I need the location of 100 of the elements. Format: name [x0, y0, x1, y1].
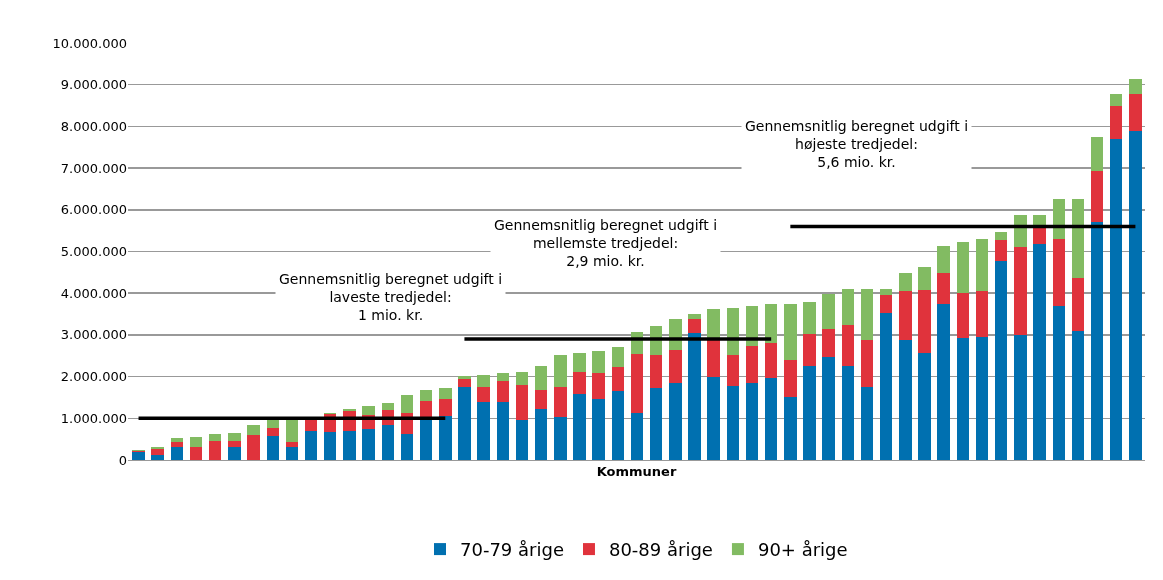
- bar: [554, 354, 567, 388]
- bar: [879, 289, 893, 296]
- bar: [209, 434, 222, 441]
- bar: [707, 339, 720, 378]
- bar: [860, 386, 874, 460]
- annotation: Gennemsnitlig beregnet udgift i mellemste tredjedel: 2,9 mio. kr.: [494, 217, 718, 270]
- bar: [649, 355, 663, 388]
- bar: [170, 442, 184, 447]
- annotation: Gennemsnitlig beregnet udgift i laveste tredjedel: 1 mio. kr.: [279, 271, 503, 324]
- bar: [439, 416, 452, 460]
- bar: [899, 291, 912, 340]
- bar: [1014, 335, 1027, 460]
- bar: [956, 338, 970, 460]
- bar: [477, 374, 490, 388]
- bar: [975, 238, 989, 292]
- y-tick-label: 6.000.000: [60, 202, 127, 218]
- bar: [1014, 246, 1027, 336]
- bar: [611, 367, 625, 392]
- bar: [247, 434, 260, 460]
- bar: [688, 314, 701, 320]
- bar: [649, 387, 663, 460]
- bar: [515, 371, 529, 385]
- bar: [1129, 130, 1142, 460]
- bar: [419, 389, 433, 401]
- bar: [534, 408, 548, 460]
- bar: [899, 339, 912, 460]
- bar: [669, 383, 682, 460]
- bar: [285, 447, 299, 460]
- bar: [803, 365, 816, 460]
- bar: [592, 399, 605, 460]
- bar: [266, 428, 279, 437]
- bar: [688, 319, 701, 333]
- bar: [458, 379, 471, 387]
- bar: [726, 354, 740, 387]
- bar: [784, 359, 797, 398]
- bar: [419, 418, 433, 460]
- bar: [1071, 330, 1085, 460]
- bar: [918, 290, 931, 354]
- bar: [1052, 238, 1065, 306]
- bar: [1110, 139, 1123, 460]
- bar: [381, 424, 394, 460]
- bar: [1014, 215, 1027, 247]
- bar: [1033, 244, 1046, 460]
- y-tick-label: 4.000.000: [60, 285, 127, 301]
- bar: [611, 391, 625, 460]
- bar: [228, 440, 241, 447]
- annotation: Gennemsnitlig beregnet udgift i højeste tredjedel: 5,6 mio. kr.: [745, 118, 969, 171]
- bar: [132, 452, 145, 460]
- bar: [707, 377, 720, 460]
- bar: [1110, 93, 1123, 107]
- bar: [266, 436, 279, 460]
- y-tick-label: 1.000.000: [60, 410, 127, 426]
- bar: [400, 434, 414, 460]
- bar: [458, 376, 471, 380]
- bar: [439, 388, 452, 400]
- bar: [688, 332, 701, 460]
- bar: [362, 428, 375, 460]
- bar: [1090, 222, 1104, 460]
- bar: [630, 412, 644, 460]
- bar: [994, 260, 1008, 460]
- x-axis-title: Kommuner: [596, 463, 677, 479]
- bar: [918, 353, 931, 460]
- bar: [496, 381, 510, 403]
- bar: [803, 301, 816, 335]
- bar: [324, 431, 337, 460]
- y-tick-label: 10.000.000: [52, 35, 127, 51]
- bar: [534, 365, 548, 390]
- bar: [784, 303, 797, 360]
- bar: [1090, 136, 1104, 172]
- bar: [630, 353, 644, 413]
- bar: [707, 309, 720, 340]
- bar: [304, 419, 318, 431]
- bar: [822, 294, 835, 329]
- bar: [956, 241, 970, 293]
- bar: [189, 447, 203, 460]
- bar: [841, 289, 855, 326]
- bar: [515, 384, 529, 420]
- legend-label: 90+ årige: [757, 539, 848, 561]
- bar: [477, 401, 490, 460]
- bar: [247, 425, 260, 435]
- bar: [515, 419, 529, 460]
- bar: [937, 246, 950, 274]
- y-tick-label: 9.000.000: [60, 77, 127, 93]
- bar: [381, 403, 394, 410]
- bar: [764, 343, 778, 379]
- bar: [745, 346, 759, 383]
- bar: [592, 373, 605, 400]
- bar: [592, 350, 605, 374]
- y-tick-label: 3.000.000: [60, 327, 127, 343]
- bar: [822, 356, 835, 460]
- bar: [803, 334, 816, 366]
- bar: [1071, 278, 1085, 331]
- bar: [975, 291, 989, 337]
- bar: [1129, 94, 1142, 131]
- bar: [879, 313, 893, 460]
- bar: [879, 295, 893, 314]
- bar: [400, 394, 414, 413]
- bar: [784, 397, 797, 460]
- bar: [1090, 171, 1104, 223]
- bar: [209, 440, 222, 460]
